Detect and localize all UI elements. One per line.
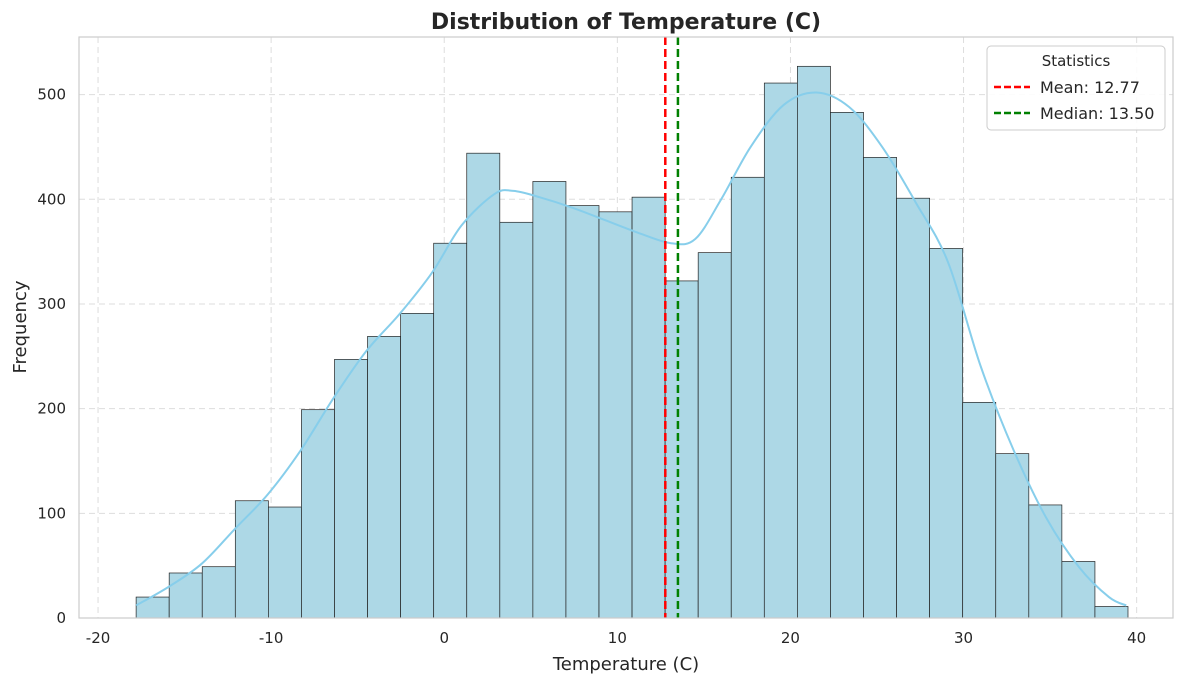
legend: Statistics Mean: 12.77 Median: 13.50 [986, 45, 1166, 131]
legend-box [986, 45, 1166, 131]
y-tick-label: 300 [37, 295, 66, 313]
histogram-bar [201, 566, 236, 619]
histogram-bar [433, 242, 468, 619]
histogram-bar [168, 572, 203, 619]
bars-layer [135, 65, 1129, 619]
legend-title: Statistics [1042, 52, 1111, 70]
x-tick-label: 0 [439, 629, 449, 647]
histogram-bar [598, 211, 633, 619]
x-tick-label: -20 [86, 629, 111, 647]
y-tick-label: 100 [37, 504, 66, 522]
histogram-bar [565, 205, 600, 619]
y-tick-label: 0 [56, 609, 66, 627]
plot-frame [78, 36, 1174, 619]
histogram-bar [631, 196, 666, 619]
histogram-bar [730, 176, 765, 619]
x-axis-label: Temperature (C) [552, 654, 699, 675]
histogram-bar [532, 181, 567, 619]
histogram-bar [367, 336, 401, 619]
y-tick-label: 500 [37, 86, 66, 104]
histogram-bar [664, 280, 699, 619]
histogram-bar [797, 65, 831, 619]
histogram-bar [400, 313, 435, 619]
histogram-bar [466, 152, 501, 619]
histogram-bar [1061, 561, 1096, 619]
histogram-bar [301, 409, 335, 619]
x-tick-label: 40 [1127, 629, 1146, 647]
y-tick-label: 200 [37, 400, 66, 418]
chart-title: Distribution of Temperature (C) [431, 10, 821, 35]
histogram-bar [962, 401, 997, 619]
x-tick-label: 10 [608, 629, 627, 647]
y-tick-label: 400 [37, 190, 66, 208]
histogram-bar [334, 359, 368, 619]
histogram-bar [499, 221, 534, 619]
histogram-bar [863, 157, 897, 619]
legend-mean-label: Mean: 12.77 [1040, 78, 1140, 97]
histogram-bar [896, 197, 930, 619]
histogram-bar [234, 500, 269, 619]
histogram-bar [268, 506, 302, 619]
kde-layer [135, 91, 1127, 607]
kde-curve [135, 91, 1127, 607]
x-tick-label: 30 [954, 629, 973, 647]
x-tick-label: 20 [781, 629, 800, 647]
histogram-bar [995, 453, 1030, 619]
histogram-bar [763, 82, 798, 619]
x-tick-label: -10 [259, 629, 284, 647]
legend-median-label: Median: 13.50 [1040, 104, 1154, 123]
histogram-bar [1028, 504, 1063, 619]
histogram-bar [135, 596, 170, 619]
histogram-bar [697, 252, 732, 619]
x-axis-ticks: -20 -10 0 10 20 30 40 [86, 629, 1146, 647]
histogram-bar [830, 112, 864, 619]
y-axis-label: Frequency [10, 280, 31, 373]
histogram-bar [1094, 606, 1129, 619]
histogram-bar [929, 248, 964, 619]
reference-lines-layer [664, 37, 680, 618]
y-axis-ticks: 0 100 200 300 400 500 [37, 86, 66, 627]
